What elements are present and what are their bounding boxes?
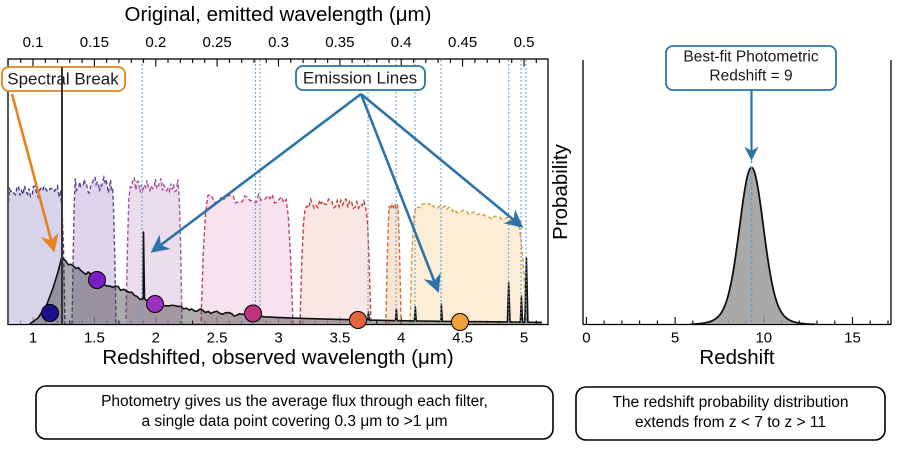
svg-text:4.5: 4.5 xyxy=(452,330,473,347)
svg-text:10: 10 xyxy=(755,330,772,347)
svg-text:2.5: 2.5 xyxy=(207,330,228,347)
svg-text:1: 1 xyxy=(29,330,37,347)
svg-text:0.1: 0.1 xyxy=(23,34,44,51)
svg-text:a single data point covering 0: a single data point covering 0.3 μm to >… xyxy=(141,413,447,430)
svg-text:Redshift = 9: Redshift = 9 xyxy=(709,68,792,85)
svg-text:Probability: Probability xyxy=(549,143,572,239)
svg-text:Original, emitted wavelength (: Original, emitted wavelength (μm) xyxy=(125,3,432,26)
svg-text:Redshift: Redshift xyxy=(699,346,775,369)
svg-text:0.5: 0.5 xyxy=(514,34,535,51)
svg-text:0.15: 0.15 xyxy=(80,34,109,51)
svg-text:5: 5 xyxy=(520,330,528,347)
svg-text:Redshifted, observed wavelengt: Redshifted, observed wavelength (μm) xyxy=(102,346,453,369)
svg-text:extends from z < 7 to z > 11: extends from z < 7 to z > 11 xyxy=(635,414,826,431)
svg-text:The redshift probability distr: The redshift probability distribution xyxy=(612,394,848,411)
svg-text:3.5: 3.5 xyxy=(329,330,350,347)
svg-text:Emission Lines: Emission Lines xyxy=(303,69,417,88)
svg-text:1.5: 1.5 xyxy=(84,330,105,347)
svg-text:2: 2 xyxy=(152,330,160,347)
svg-text:0.3: 0.3 xyxy=(268,34,289,51)
svg-text:0: 0 xyxy=(582,330,590,347)
svg-text:3: 3 xyxy=(274,330,282,347)
svg-text:0.35: 0.35 xyxy=(325,34,354,51)
svg-text:0.45: 0.45 xyxy=(448,34,477,51)
svg-text:Best-fit Photometric: Best-fit Photometric xyxy=(683,49,818,66)
svg-text:0.2: 0.2 xyxy=(145,34,166,51)
svg-text:15: 15 xyxy=(844,330,861,347)
svg-text:0.4: 0.4 xyxy=(391,34,412,51)
svg-text:0.25: 0.25 xyxy=(202,34,231,51)
svg-text:Spectral Break: Spectral Break xyxy=(7,70,119,89)
svg-text:4: 4 xyxy=(397,330,405,347)
svg-text:5: 5 xyxy=(671,330,679,347)
svg-text:Photometry gives us the averag: Photometry gives us the average flux thr… xyxy=(101,393,488,410)
